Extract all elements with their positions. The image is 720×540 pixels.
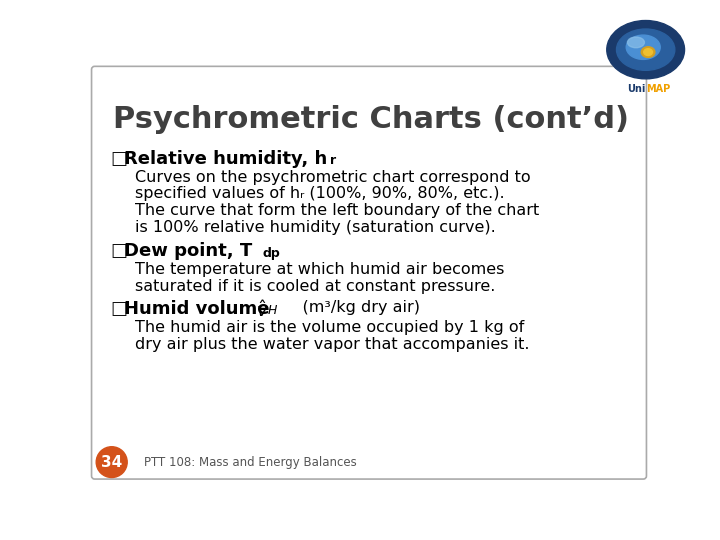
Text: (m³/kg dry air): (m³/kg dry air) — [282, 300, 420, 315]
Text: is 100% relative humidity (saturation curve).: is 100% relative humidity (saturation cu… — [135, 220, 495, 235]
Text: saturated if it is cooled at constant pressure.: saturated if it is cooled at constant pr… — [135, 279, 495, 294]
Ellipse shape — [644, 49, 652, 56]
Circle shape — [96, 447, 127, 477]
Ellipse shape — [627, 37, 644, 48]
Ellipse shape — [607, 21, 685, 79]
Text: Relative humidity, h: Relative humidity, h — [124, 150, 328, 167]
Text: r: r — [330, 154, 336, 167]
Text: □: □ — [110, 242, 127, 260]
Text: Humid volume: Humid volume — [124, 300, 269, 319]
Ellipse shape — [616, 29, 675, 70]
Text: H: H — [267, 304, 277, 318]
Text: Psychrometric Charts (cont’d): Psychrometric Charts (cont’d) — [113, 105, 629, 134]
Text: specified values of hᵣ (100%, 90%, 80%, etc.).: specified values of hᵣ (100%, 90%, 80%, … — [135, 186, 505, 201]
Text: dp: dp — [262, 247, 280, 260]
Text: Dew point, T: Dew point, T — [124, 242, 252, 260]
Text: 34: 34 — [101, 455, 122, 470]
Text: PTT 108: Mass and Energy Balances: PTT 108: Mass and Energy Balances — [144, 456, 357, 469]
Text: Curves on the psychrometric chart correspond to: Curves on the psychrometric chart corres… — [135, 170, 531, 185]
Text: Uni: Uni — [627, 84, 646, 94]
Ellipse shape — [626, 35, 660, 59]
Text: □: □ — [110, 300, 127, 319]
Text: dry air plus the water vapor that accompanies it.: dry air plus the water vapor that accomp… — [135, 338, 529, 353]
Ellipse shape — [642, 47, 655, 57]
Text: MAP: MAP — [646, 84, 670, 94]
Text: The temperature at which humid air becomes: The temperature at which humid air becom… — [135, 262, 504, 277]
FancyBboxPatch shape — [91, 66, 647, 479]
Text: The curve that form the left boundary of the chart: The curve that form the left boundary of… — [135, 204, 539, 218]
Text: The humid air is the volume occupied by 1 kg of: The humid air is the volume occupied by … — [135, 320, 524, 335]
Text: □: □ — [110, 150, 127, 167]
Text: $\hat{v}$: $\hat{v}$ — [256, 300, 269, 321]
